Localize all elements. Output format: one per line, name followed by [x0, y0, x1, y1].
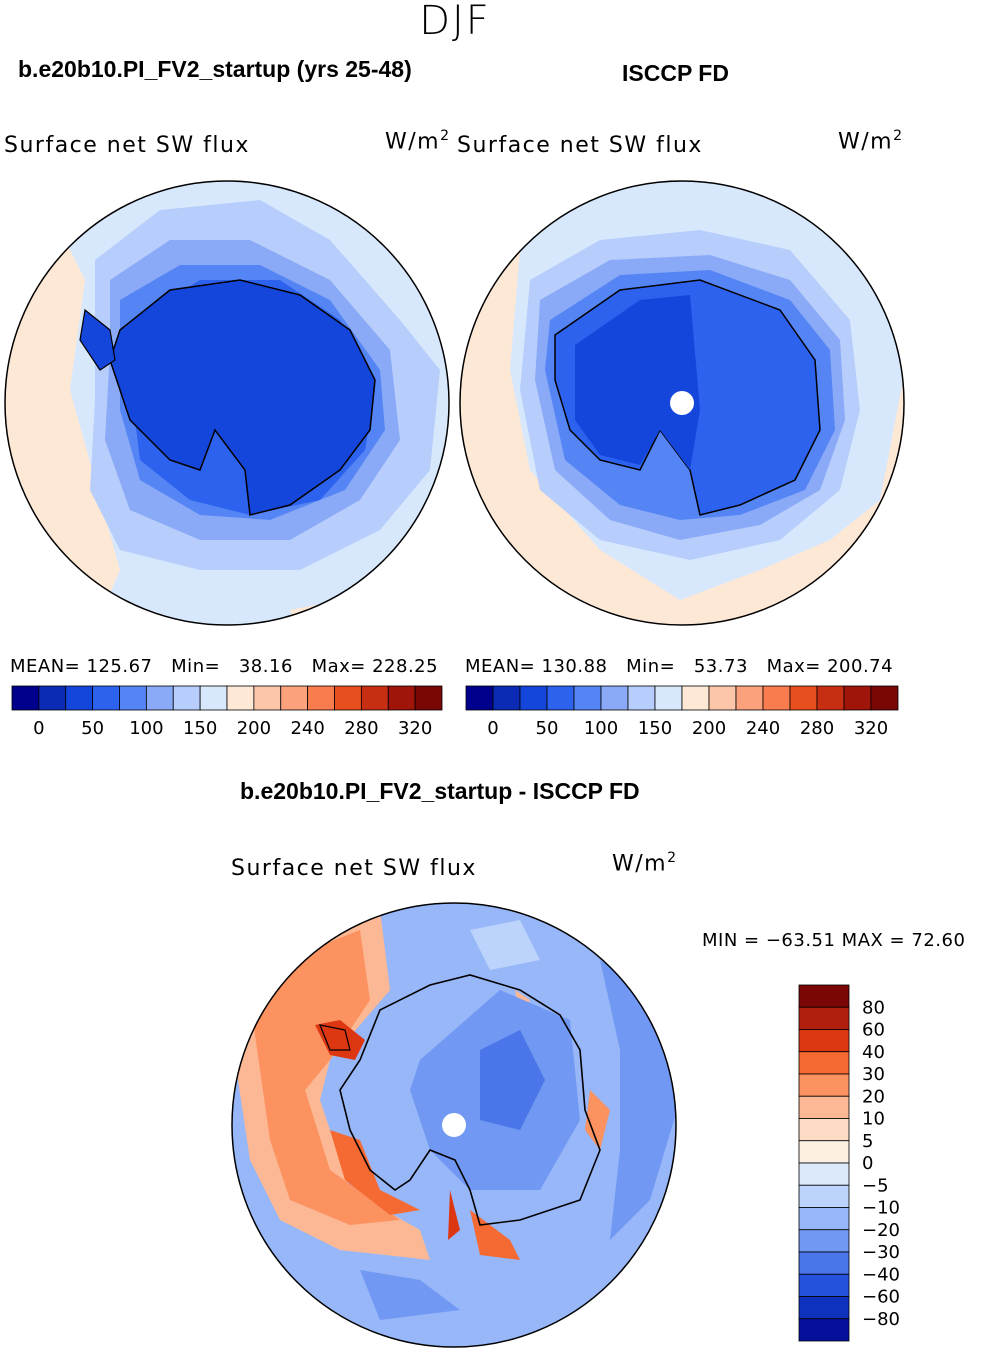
diff-colorbar-swatch [798, 984, 850, 1008]
diff-colorbar-tick-label: −80 [862, 1309, 900, 1330]
colorbar-swatch [816, 685, 845, 711]
diff-colorbar-swatch [798, 1140, 850, 1164]
diff-colorbar-tick-label: −5 [862, 1175, 889, 1196]
colorbar-swatch [226, 685, 255, 711]
diff-variable-label: Surface net SW flux [231, 856, 477, 881]
colorbar-tick-label: 200 [692, 718, 726, 739]
panel2-case-title: ISCCP FD [622, 60, 729, 86]
diff-colorbar-swatch [798, 1229, 850, 1253]
panel2-map [460, 181, 904, 625]
diff-colorbar-tick-label: 40 [862, 1042, 885, 1063]
diff-minmax: MIN = −63.51 MAX = 72.60 [702, 930, 966, 951]
panel2-units: W/m2 [838, 128, 904, 155]
colorbar-swatch [708, 685, 737, 711]
colorbar-swatch [492, 685, 521, 711]
diff-colorbar-swatch [798, 1029, 850, 1053]
diff-colorbar-swatch [798, 1273, 850, 1297]
colorbar-tick-label: 0 [33, 718, 44, 739]
diff-colorbar-tick-label: 80 [862, 997, 885, 1018]
diff-colorbar-swatch [798, 1207, 850, 1231]
diff-colorbar-tick-label: 0 [862, 1153, 873, 1174]
top-maps [4, 180, 905, 626]
diff-colorbar-swatch [798, 1162, 850, 1186]
colorbar-tick-label: 100 [584, 718, 618, 739]
panel1-case-title: b.e20b10.PI_FV2_startup (yrs 25-48) [18, 56, 412, 82]
colorbar-swatch [870, 685, 899, 711]
diff-colorbar-swatch [798, 1051, 850, 1075]
colorbar-tick-label: 150 [183, 718, 217, 739]
colorbar-tick-label: 320 [854, 718, 888, 739]
diff-colorbar-tick-label: 30 [862, 1064, 885, 1085]
colorbar-swatch [387, 685, 416, 711]
diff-colorbar-swatch [798, 1251, 850, 1275]
colorbar-tick-label: 0 [487, 718, 498, 739]
diff-panel-title: b.e20b10.PI_FV2_startup - ISCCP FD [240, 778, 640, 804]
diff-colorbar-tick-label: −30 [862, 1242, 900, 1263]
panel2-colorbar: 0 50 100 150 200 240 280 320 [465, 685, 899, 739]
panel1-variable-label: Surface net SW flux [4, 133, 250, 158]
colorbar-swatch [253, 685, 282, 711]
diff-map [232, 903, 676, 1347]
colorbar-tick-label: 280 [800, 718, 834, 739]
colorbar-tick-label: 50 [81, 718, 104, 739]
diff-colorbar-swatch [798, 1184, 850, 1208]
colorbar-swatch [307, 685, 335, 711]
diff-colorbar-swatch [798, 1073, 850, 1097]
diff-colorbar-swatch [798, 1118, 850, 1142]
colorbar-tick-label: 240 [746, 718, 780, 739]
colorbar-swatch [280, 685, 309, 711]
colorbar-swatch [11, 685, 40, 711]
colorbar-tick-label: 200 [237, 718, 271, 739]
colorbar-swatch [38, 685, 67, 711]
panel2-stats: MEAN= 130.88 Min= 53.73 Max= 200.74 [465, 656, 894, 677]
panel1-colorbar: 0 50 100 150 200 240 280 320 [11, 685, 443, 739]
colorbar-swatch [65, 685, 94, 711]
panel1-map [5, 181, 449, 625]
colorbar-tick-label: 320 [398, 718, 432, 739]
diff-colorbar-tick-label: −60 [862, 1287, 900, 1308]
season-title: DJF [419, 0, 491, 44]
colorbar-swatch [762, 685, 791, 711]
diff-colorbar-swatch [798, 1095, 850, 1119]
colorbar-swatch [735, 685, 764, 711]
diff-colorbar-tick-label: 20 [862, 1086, 885, 1107]
colorbar-swatch [600, 685, 629, 711]
colorbar-swatch [145, 685, 174, 711]
colorbar-swatch [360, 685, 389, 711]
colorbar-swatch [414, 685, 443, 711]
panel1-units: W/m2 [385, 128, 451, 155]
top-colorbars: 0 50 100 150 200 240 280 320 0 50 100 150 200 240 280… [11, 685, 899, 739]
colorbar-swatch [92, 685, 120, 711]
diff-colorbar-swatch [798, 1318, 850, 1342]
panel2-variable-label: Surface net SW flux [457, 133, 703, 158]
colorbar-swatch [334, 685, 362, 711]
diff-colorbar-tick-label: −20 [862, 1220, 900, 1241]
diff-colorbar-swatch [798, 1296, 850, 1320]
colorbar-tick-label: 240 [290, 718, 324, 739]
colorbar-swatch [789, 685, 818, 711]
diff-colorbar-tick-label: −10 [862, 1198, 900, 1219]
diff-units: W/m2 [612, 850, 678, 877]
diff-colorbar-tick-label: 10 [862, 1109, 885, 1130]
diff-colorbar-tick-label: −40 [862, 1264, 900, 1285]
colorbar-tick-label: 280 [344, 718, 378, 739]
colorbar-swatch [573, 685, 602, 711]
diff-colorbar-swatch [798, 1006, 850, 1030]
colorbar-swatch [119, 685, 147, 711]
colorbar-tick-label: 150 [638, 718, 672, 739]
diff-colorbar-tick-label: 5 [862, 1131, 873, 1152]
colorbar-tick-label: 50 [536, 718, 559, 739]
colorbar-swatch [681, 685, 710, 711]
panel1-stats: MEAN= 125.67 Min= 38.16 Max= 228.25 [10, 656, 439, 677]
colorbar-tick-label: 100 [129, 718, 163, 739]
diff-colorbar-tick-label: 60 [862, 1020, 885, 1041]
